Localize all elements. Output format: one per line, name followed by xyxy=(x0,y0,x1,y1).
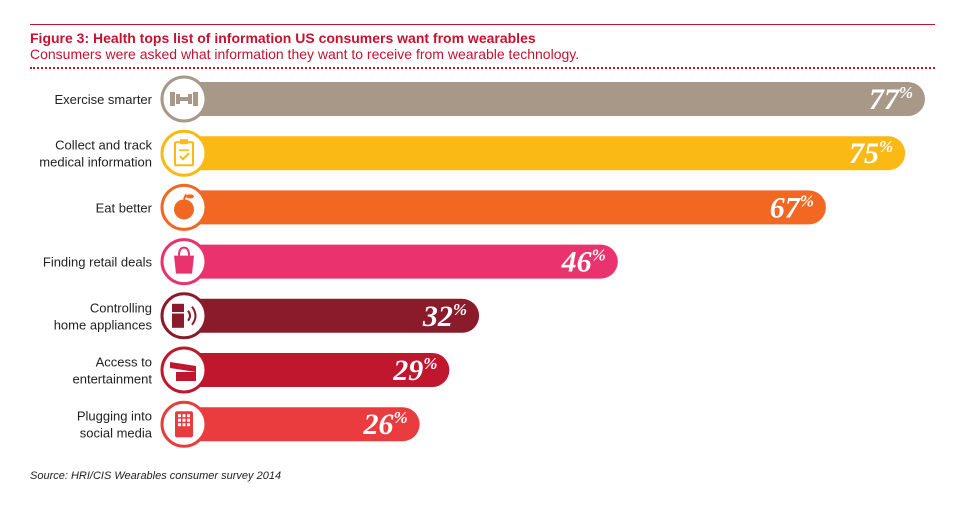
icon-circle xyxy=(160,129,208,177)
data-label: 67% xyxy=(770,191,814,224)
data-label: 26% xyxy=(362,408,407,441)
ticket-icon xyxy=(170,362,196,381)
data-label: 29% xyxy=(392,354,437,387)
apple-icon xyxy=(174,194,194,220)
category-label: Collect and track medical information xyxy=(39,138,152,170)
category-label: Access to entertainment xyxy=(73,355,153,387)
bar xyxy=(162,298,480,333)
chart-title: Figure 3: Health tops list of informatio… xyxy=(30,30,536,46)
bar xyxy=(162,244,618,279)
phone-touch-icon xyxy=(175,411,193,438)
data-label: 46% xyxy=(561,246,606,279)
shopping-bag-icon xyxy=(174,246,194,274)
bar xyxy=(162,82,925,116)
data-label: 75% xyxy=(849,137,893,170)
dotted-divider xyxy=(30,67,935,69)
source-note: Source: HRI/CIS Wearables consumer surve… xyxy=(30,470,282,482)
bar xyxy=(162,136,906,171)
chart-subtitle: Consumers were asked what information th… xyxy=(30,46,580,62)
top-rule xyxy=(30,24,935,25)
category-label: Controlling home appliances xyxy=(54,300,153,332)
category-label: Finding retail deals xyxy=(43,255,153,270)
bar xyxy=(162,190,826,225)
bar xyxy=(162,353,450,387)
category-label: Plugging into social media xyxy=(77,409,153,441)
category-label: Exercise smarter xyxy=(54,92,152,107)
category-label: Eat better xyxy=(96,200,153,215)
clipboard-icon xyxy=(174,139,194,167)
bar xyxy=(162,407,420,442)
data-label: 77% xyxy=(869,83,913,116)
data-label: 32% xyxy=(422,300,467,333)
appliance-icon xyxy=(172,303,197,328)
dumbbell-icon xyxy=(170,92,198,106)
